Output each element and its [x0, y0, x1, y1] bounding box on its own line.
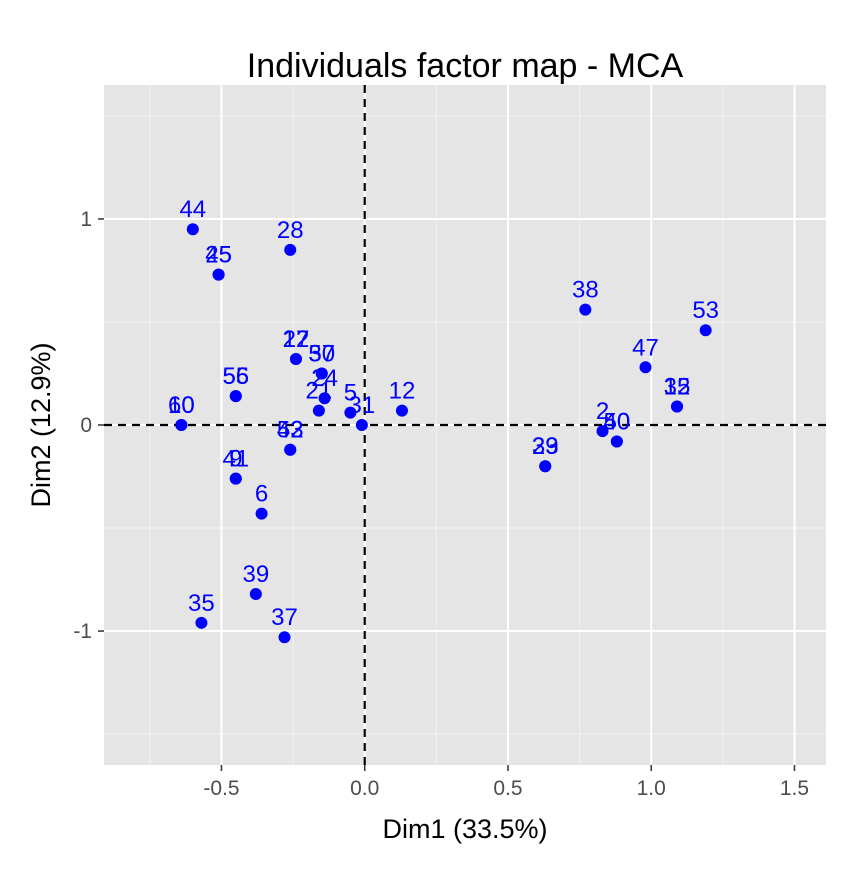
data-point	[284, 243, 297, 256]
data-point	[312, 404, 325, 417]
point-label: 43	[277, 417, 304, 444]
point-label: 41	[222, 446, 249, 473]
point-label: 60	[168, 392, 195, 419]
data-point	[318, 392, 331, 405]
point-label: 55	[222, 363, 249, 390]
point-label: 56	[222, 363, 249, 390]
point-label: 50	[603, 408, 630, 435]
data-point	[639, 361, 652, 374]
point-label: 17	[283, 326, 310, 353]
data-point	[229, 390, 242, 403]
data-point	[395, 404, 408, 417]
data-point	[596, 425, 609, 438]
data-point	[278, 631, 291, 644]
data-point	[175, 419, 188, 431]
y-tick-label: -1	[73, 620, 92, 643]
x-axis-title: Dim1 (33.5%)	[382, 814, 547, 844]
data-point	[229, 472, 242, 485]
point-label: 35	[188, 590, 215, 617]
point-label: 9	[229, 446, 242, 473]
data-points	[175, 223, 712, 644]
point-label: 53	[692, 297, 719, 324]
data-point	[355, 419, 368, 431]
point-label: 47	[632, 334, 659, 361]
data-point	[255, 507, 268, 520]
x-axis: -0.5 0.0 0.5 1.0 1.5	[203, 765, 809, 800]
y-axis-title: Dim2 (12.9%)	[26, 342, 56, 507]
data-point	[539, 460, 552, 473]
point-label: 33	[532, 433, 559, 460]
point-label: 22	[283, 326, 310, 353]
point-label: 32	[664, 373, 691, 400]
data-point	[315, 367, 328, 380]
point-label: 39	[242, 561, 269, 588]
point-label: 12	[389, 378, 416, 405]
point-label: 28	[277, 217, 304, 244]
point-label: 5	[344, 380, 357, 407]
data-point	[284, 443, 297, 456]
data-point	[671, 400, 684, 413]
x-tick-label: 1.0	[637, 777, 666, 800]
data-point	[212, 268, 225, 281]
point-label: 29	[532, 433, 559, 460]
point-label: 10	[168, 392, 195, 419]
point-label: 52	[277, 417, 304, 444]
point-label: 40	[603, 408, 630, 435]
point-label: 24	[311, 365, 338, 392]
point-label: 37	[271, 604, 298, 631]
data-point	[249, 587, 262, 600]
chart-title: Individuals factor map - MCA	[247, 47, 684, 85]
data-point	[579, 303, 592, 316]
y-tick-label: 0	[80, 414, 92, 437]
data-point	[699, 324, 712, 337]
x-tick-label: -0.5	[203, 777, 239, 800]
y-axis: -1 0 1	[73, 208, 104, 643]
point-label: 44	[179, 196, 206, 223]
point-label: 31	[349, 392, 376, 419]
x-tick-label: 0.5	[493, 777, 522, 800]
x-tick-label: 1.5	[780, 777, 809, 800]
data-point	[186, 223, 199, 236]
point-label: 57	[308, 340, 335, 367]
data-point	[344, 406, 357, 419]
point-label: 45	[205, 242, 232, 269]
point-label: 30	[308, 340, 335, 367]
data-point	[195, 616, 208, 629]
point-label: 6	[255, 481, 268, 508]
point-label: 15	[664, 373, 691, 400]
point-label: 38	[572, 277, 599, 304]
data-point	[610, 435, 623, 448]
point-label: 2	[596, 398, 609, 425]
x-tick-label: 0.0	[350, 777, 379, 800]
data-point	[289, 353, 302, 366]
y-tick-label: 1	[80, 208, 92, 231]
point-label: 21	[306, 378, 333, 405]
point-label: 25	[205, 242, 232, 269]
